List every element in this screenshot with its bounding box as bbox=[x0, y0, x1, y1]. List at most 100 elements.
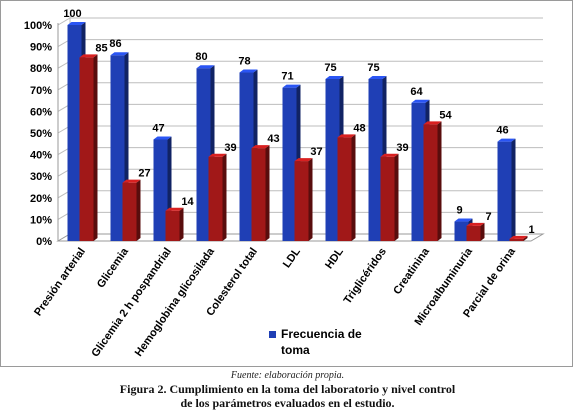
bar-series-1-top bbox=[368, 76, 387, 79]
bar-series-2-top bbox=[79, 54, 98, 58]
bar-series-2-front bbox=[337, 137, 352, 241]
gridline bbox=[57, 17, 543, 26]
bar-series-2-front bbox=[423, 124, 438, 241]
bar-series-2 bbox=[122, 179, 141, 241]
legend-swatch bbox=[269, 331, 276, 338]
bar-series-1-front bbox=[196, 68, 211, 241]
bar-series-2-top bbox=[380, 153, 399, 157]
bar-series-1-front bbox=[153, 139, 168, 241]
x-tick-label: Creatinina bbox=[391, 245, 432, 297]
bar-series-1-front bbox=[110, 55, 125, 241]
data-label: 43 bbox=[267, 133, 279, 145]
bar-series-2-front bbox=[79, 57, 94, 242]
bar-series-2-front bbox=[122, 182, 137, 241]
legend-label: Frecuencia de bbox=[281, 327, 362, 341]
data-label: 47 bbox=[152, 122, 164, 134]
y-tick-label: 100% bbox=[24, 20, 52, 32]
data-label: 39 bbox=[224, 142, 236, 154]
x-tick-label: LDL bbox=[281, 246, 303, 271]
figure-caption: Figura 2. Cumplimiento en la toma del la… bbox=[0, 382, 575, 410]
bar-series-2-top bbox=[509, 235, 528, 239]
bar-series-2 bbox=[423, 121, 442, 241]
bar-series-2-top bbox=[208, 153, 227, 157]
bar-series-1-top bbox=[497, 138, 516, 142]
bar-series-2-front bbox=[251, 148, 266, 241]
bar-series-2 bbox=[509, 235, 528, 241]
bar-series-2-side bbox=[523, 235, 528, 241]
caption-line-1: Figura 2. Cumplimiento en la toma del la… bbox=[119, 382, 456, 396]
bar-series-1-top bbox=[239, 69, 258, 73]
bar-series-2-top bbox=[423, 121, 442, 125]
x-tick-label: Glicemia bbox=[95, 245, 132, 290]
bar-series-1 bbox=[497, 138, 516, 241]
data-label: 27 bbox=[138, 168, 150, 180]
y-tick-label: 60% bbox=[30, 106, 52, 118]
y-tick-label: 70% bbox=[30, 85, 52, 97]
bar-series-2-front bbox=[380, 156, 395, 241]
bar-series-1-front bbox=[67, 25, 82, 241]
bars bbox=[67, 22, 528, 242]
bar-series-1-front bbox=[282, 87, 297, 241]
data-label: 86 bbox=[109, 38, 121, 50]
y-tick-label: 30% bbox=[30, 171, 52, 183]
bar-series-1-front bbox=[454, 221, 469, 241]
chart-frame: 0% 10% 20% 30% 40% 50% 60% 70% 80% 90% 100% 100 85 86… bbox=[0, 0, 573, 367]
x-tick-label: Glicemia 2 h pospandrial bbox=[89, 246, 174, 360]
caption-line-2: de los parámetros evaluados en el estudi… bbox=[180, 396, 395, 410]
bar-series-2 bbox=[294, 158, 313, 241]
data-label: 75 bbox=[367, 62, 379, 74]
bar-series-1-top bbox=[454, 218, 473, 222]
data-label: 75 bbox=[324, 62, 336, 74]
bar-series-2 bbox=[380, 153, 399, 241]
data-label: 37 bbox=[310, 146, 322, 158]
bar-series-2-top bbox=[122, 179, 141, 183]
x-tick-label: Presión arterial bbox=[32, 246, 88, 318]
x-tick-label: HDL bbox=[323, 246, 346, 272]
bar-series-2-top bbox=[294, 158, 313, 162]
source-note: Fuente: elaboración propia. bbox=[230, 370, 345, 381]
bar-series-1-front bbox=[325, 79, 340, 241]
legend-label-cont: toma bbox=[281, 343, 310, 357]
bar-series-2 bbox=[337, 134, 356, 241]
bar-series-1-front bbox=[497, 141, 512, 241]
y-tick-label: 50% bbox=[30, 128, 52, 140]
data-label: 46 bbox=[496, 125, 508, 137]
bar-series-1-top bbox=[110, 52, 129, 56]
bar-series-2-side bbox=[136, 179, 141, 241]
bar-series-1-top bbox=[153, 136, 172, 140]
bar-series-1-front bbox=[411, 102, 426, 241]
bar-series-2-side bbox=[437, 121, 442, 241]
legend: Frecuencia de toma bbox=[269, 327, 362, 357]
data-label: 100 bbox=[63, 8, 81, 20]
bar-series-2-front bbox=[466, 225, 481, 241]
bar-series-2-side bbox=[480, 222, 485, 241]
bar-chart: 0% 10% 20% 30% 40% 50% 60% 70% 80% 90% 100% 100 85 86… bbox=[24, 8, 545, 359]
data-label: 71 bbox=[281, 71, 293, 83]
x-tick-label: Hemoglobina glicosilada bbox=[133, 245, 218, 359]
data-label: 9 bbox=[456, 205, 462, 217]
bar-series-2-top bbox=[337, 134, 356, 138]
bar-series-2 bbox=[165, 207, 184, 241]
bar-series-2-front bbox=[294, 161, 309, 241]
data-label: 7 bbox=[485, 211, 491, 223]
data-label: 85 bbox=[95, 42, 107, 54]
data-label: 80 bbox=[195, 51, 207, 63]
data-label: 78 bbox=[238, 56, 250, 68]
bar-series-1-top bbox=[411, 99, 430, 103]
bar-series-2-side bbox=[265, 145, 270, 241]
bar-series-2-side bbox=[308, 158, 313, 241]
data-label: 54 bbox=[439, 109, 452, 121]
data-label: 64 bbox=[410, 86, 423, 98]
bar-series-1-top bbox=[282, 84, 301, 88]
data-label: 48 bbox=[353, 122, 365, 134]
bar-series-2 bbox=[251, 145, 270, 241]
y-tick-label: 40% bbox=[30, 150, 52, 162]
bar-series-1-front bbox=[239, 72, 254, 242]
bar-series-2-side bbox=[93, 54, 98, 242]
data-label: 39 bbox=[396, 142, 408, 154]
bar-series-2-front bbox=[208, 156, 223, 241]
bar-series-2-side bbox=[394, 153, 399, 241]
bar-series-1-front bbox=[368, 79, 383, 241]
bar-series-1-top bbox=[325, 76, 344, 79]
